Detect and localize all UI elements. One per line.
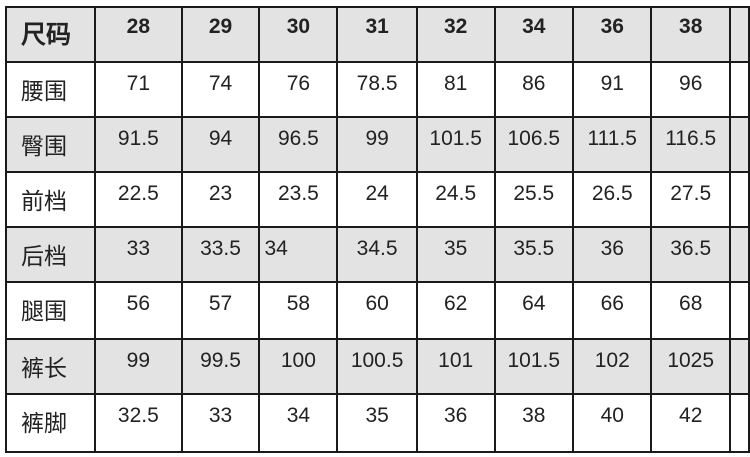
value-cell: 91	[572, 61, 653, 118]
cut-off-cell	[728, 226, 750, 283]
row-label: 臀围	[4, 116, 97, 173]
value-cell: 27.5	[650, 171, 731, 228]
value-cell: 34.5	[336, 226, 418, 283]
value-cell: 101	[415, 338, 496, 395]
value-cell: 36	[415, 393, 496, 453]
value-cell: 101.5	[493, 338, 575, 395]
size-header-cell: 28	[94, 6, 183, 63]
value-cell: 24.5	[415, 171, 496, 228]
value-cell: 99	[94, 338, 183, 395]
value-cell: 62	[415, 281, 496, 340]
value-cell: 96.5	[258, 116, 339, 173]
value-cell: 22.5	[94, 171, 183, 228]
value-cell: 101.5	[415, 116, 496, 173]
row-label: 后档	[4, 226, 97, 283]
table-row: 腰围 71 74 76 78.5 81 86 91 96	[4, 61, 750, 118]
cut-off-cell	[728, 393, 750, 453]
row-label: 腰围	[4, 61, 97, 118]
value-cell: 34	[258, 393, 339, 453]
value-cell: 76	[258, 61, 339, 118]
value-cell: 94	[180, 116, 261, 173]
value-cell: 99	[336, 116, 418, 173]
value-cell: 34	[258, 226, 339, 283]
table-row: 臀围 91.5 94 96.5 99 101.5 106.5 111.5 116.5	[4, 116, 750, 173]
value-cell: 36.5	[650, 226, 731, 283]
value-cell: 102	[572, 338, 653, 395]
cut-off-cell	[728, 338, 750, 395]
value-cell: 33	[94, 226, 183, 283]
size-header-cell: 30	[258, 6, 339, 63]
row-label: 前档	[4, 171, 97, 228]
value-cell: 66	[572, 281, 653, 340]
cut-off-cell	[728, 61, 750, 118]
value-cell: 56	[94, 281, 183, 340]
value-cell: 42	[650, 393, 731, 453]
size-header-cell: 38	[650, 6, 731, 63]
value-cell: 64	[493, 281, 575, 340]
value-cell: 74	[180, 61, 261, 118]
value-cell: 26.5	[572, 171, 653, 228]
value-cell: 35	[415, 226, 496, 283]
value-cell: 24	[336, 171, 418, 228]
row-label: 裤长	[4, 338, 97, 395]
cut-off-cell	[728, 171, 750, 228]
table-row: 裤长 99 99.5 100 100.5 101 101.5 102 1025	[4, 338, 750, 395]
value-cell: 100	[258, 338, 339, 395]
table-row: 后档 33 33.5 34 34.5 35 35.5 36 36.5	[4, 226, 750, 283]
value-cell: 111.5	[572, 116, 653, 173]
value-cell: 35	[336, 393, 418, 453]
value-cell: 86	[493, 61, 575, 118]
value-cell: 58	[258, 281, 339, 340]
row-label: 腿围	[4, 281, 97, 340]
header-row: 尺码 28 29 30 31 32 34 36 38	[4, 6, 750, 63]
table-row: 裤脚 32.5 33 34 35 36 38 40 42	[4, 393, 750, 453]
value-cell: 33	[180, 393, 261, 453]
row-label: 尺码	[4, 6, 97, 63]
cut-off-cell	[728, 6, 750, 63]
size-header-cell: 36	[572, 6, 653, 63]
value-cell: 57	[180, 281, 261, 340]
value-cell: 36	[572, 226, 653, 283]
size-header-cell: 34	[493, 6, 575, 63]
value-cell: 106.5	[493, 116, 575, 173]
table-row: 腿围 56 57 58 60 62 64 66 68	[4, 281, 750, 340]
value-cell: 40	[572, 393, 653, 453]
value-cell: 81	[415, 61, 496, 118]
value-cell: 71	[94, 61, 183, 118]
size-header-cell: 32	[415, 6, 496, 63]
value-cell: 32.5	[94, 393, 183, 453]
value-cell: 116.5	[650, 116, 731, 173]
value-cell: 25.5	[493, 171, 575, 228]
table-row: 前档 22.5 23 23.5 24 24.5 25.5 26.5 27.5	[4, 171, 750, 228]
row-label: 裤脚	[4, 393, 97, 453]
size-header-cell: 29	[180, 6, 261, 63]
value-cell: 1025	[650, 338, 731, 395]
cut-off-cell	[728, 116, 750, 173]
size-header-cell: 31	[336, 6, 418, 63]
value-cell: 60	[336, 281, 418, 340]
value-cell: 35.5	[493, 226, 575, 283]
value-cell: 99.5	[180, 338, 261, 395]
value-cell: 23	[180, 171, 261, 228]
value-cell: 78.5	[336, 61, 418, 118]
cut-off-cell	[728, 281, 750, 340]
value-cell: 91.5	[94, 116, 183, 173]
value-cell: 38	[493, 393, 575, 453]
size-chart-table: 尺码 28 29 30 31 32 34 36 38 腰围 71 74 76 78.5 81 86 91 96 臀围…	[4, 6, 750, 453]
value-cell: 96	[650, 61, 731, 118]
value-cell: 33.5	[180, 226, 261, 283]
value-cell: 68	[650, 281, 731, 340]
value-cell: 23.5	[258, 171, 339, 228]
value-cell: 100.5	[336, 338, 418, 395]
